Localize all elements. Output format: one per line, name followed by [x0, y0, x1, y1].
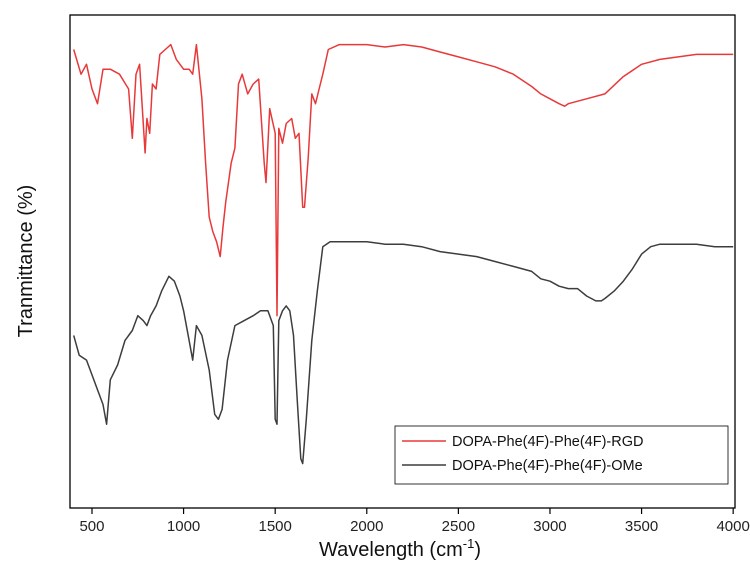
x-tick-label: 1000: [167, 518, 200, 535]
x-tick-label: 500: [79, 518, 104, 535]
x-tick-label: 3000: [533, 518, 566, 535]
x-axis-ticks: 500 1000 1500 2000 2500 3000 3500 4000: [79, 508, 750, 535]
x-tick-label: 3500: [625, 518, 658, 535]
legend-label-rgd: DOPA-Phe(4F)-Phe(4F)-RGD: [452, 434, 643, 450]
series-line-rgd: [72, 43, 734, 317]
x-tick-label: 4000: [716, 518, 749, 535]
x-tick-label: 1500: [258, 518, 291, 535]
legend-label-ome: DOPA-Phe(4F)-Phe(4F)-OMe: [452, 458, 643, 474]
series-group: [72, 43, 734, 465]
y-axis-title: Tranmittance (%): [15, 185, 37, 338]
x-tick-label: 2000: [350, 518, 383, 535]
legend: DOPA-Phe(4F)-Phe(4F)-RGD DOPA-Phe(4F)-Ph…: [394, 425, 729, 485]
x-axis-title-main: Wavelength (cm: [319, 539, 463, 561]
x-tick-label: 2500: [442, 518, 475, 535]
x-axis-title-close: ): [474, 539, 481, 561]
plot-frame: [69, 14, 736, 509]
legend-box: [394, 425, 729, 485]
x-axis-title: Wavelength (cm-1): [319, 536, 481, 561]
series-line-ome: [72, 241, 734, 465]
x-axis-title-superscript: -1: [463, 536, 475, 551]
